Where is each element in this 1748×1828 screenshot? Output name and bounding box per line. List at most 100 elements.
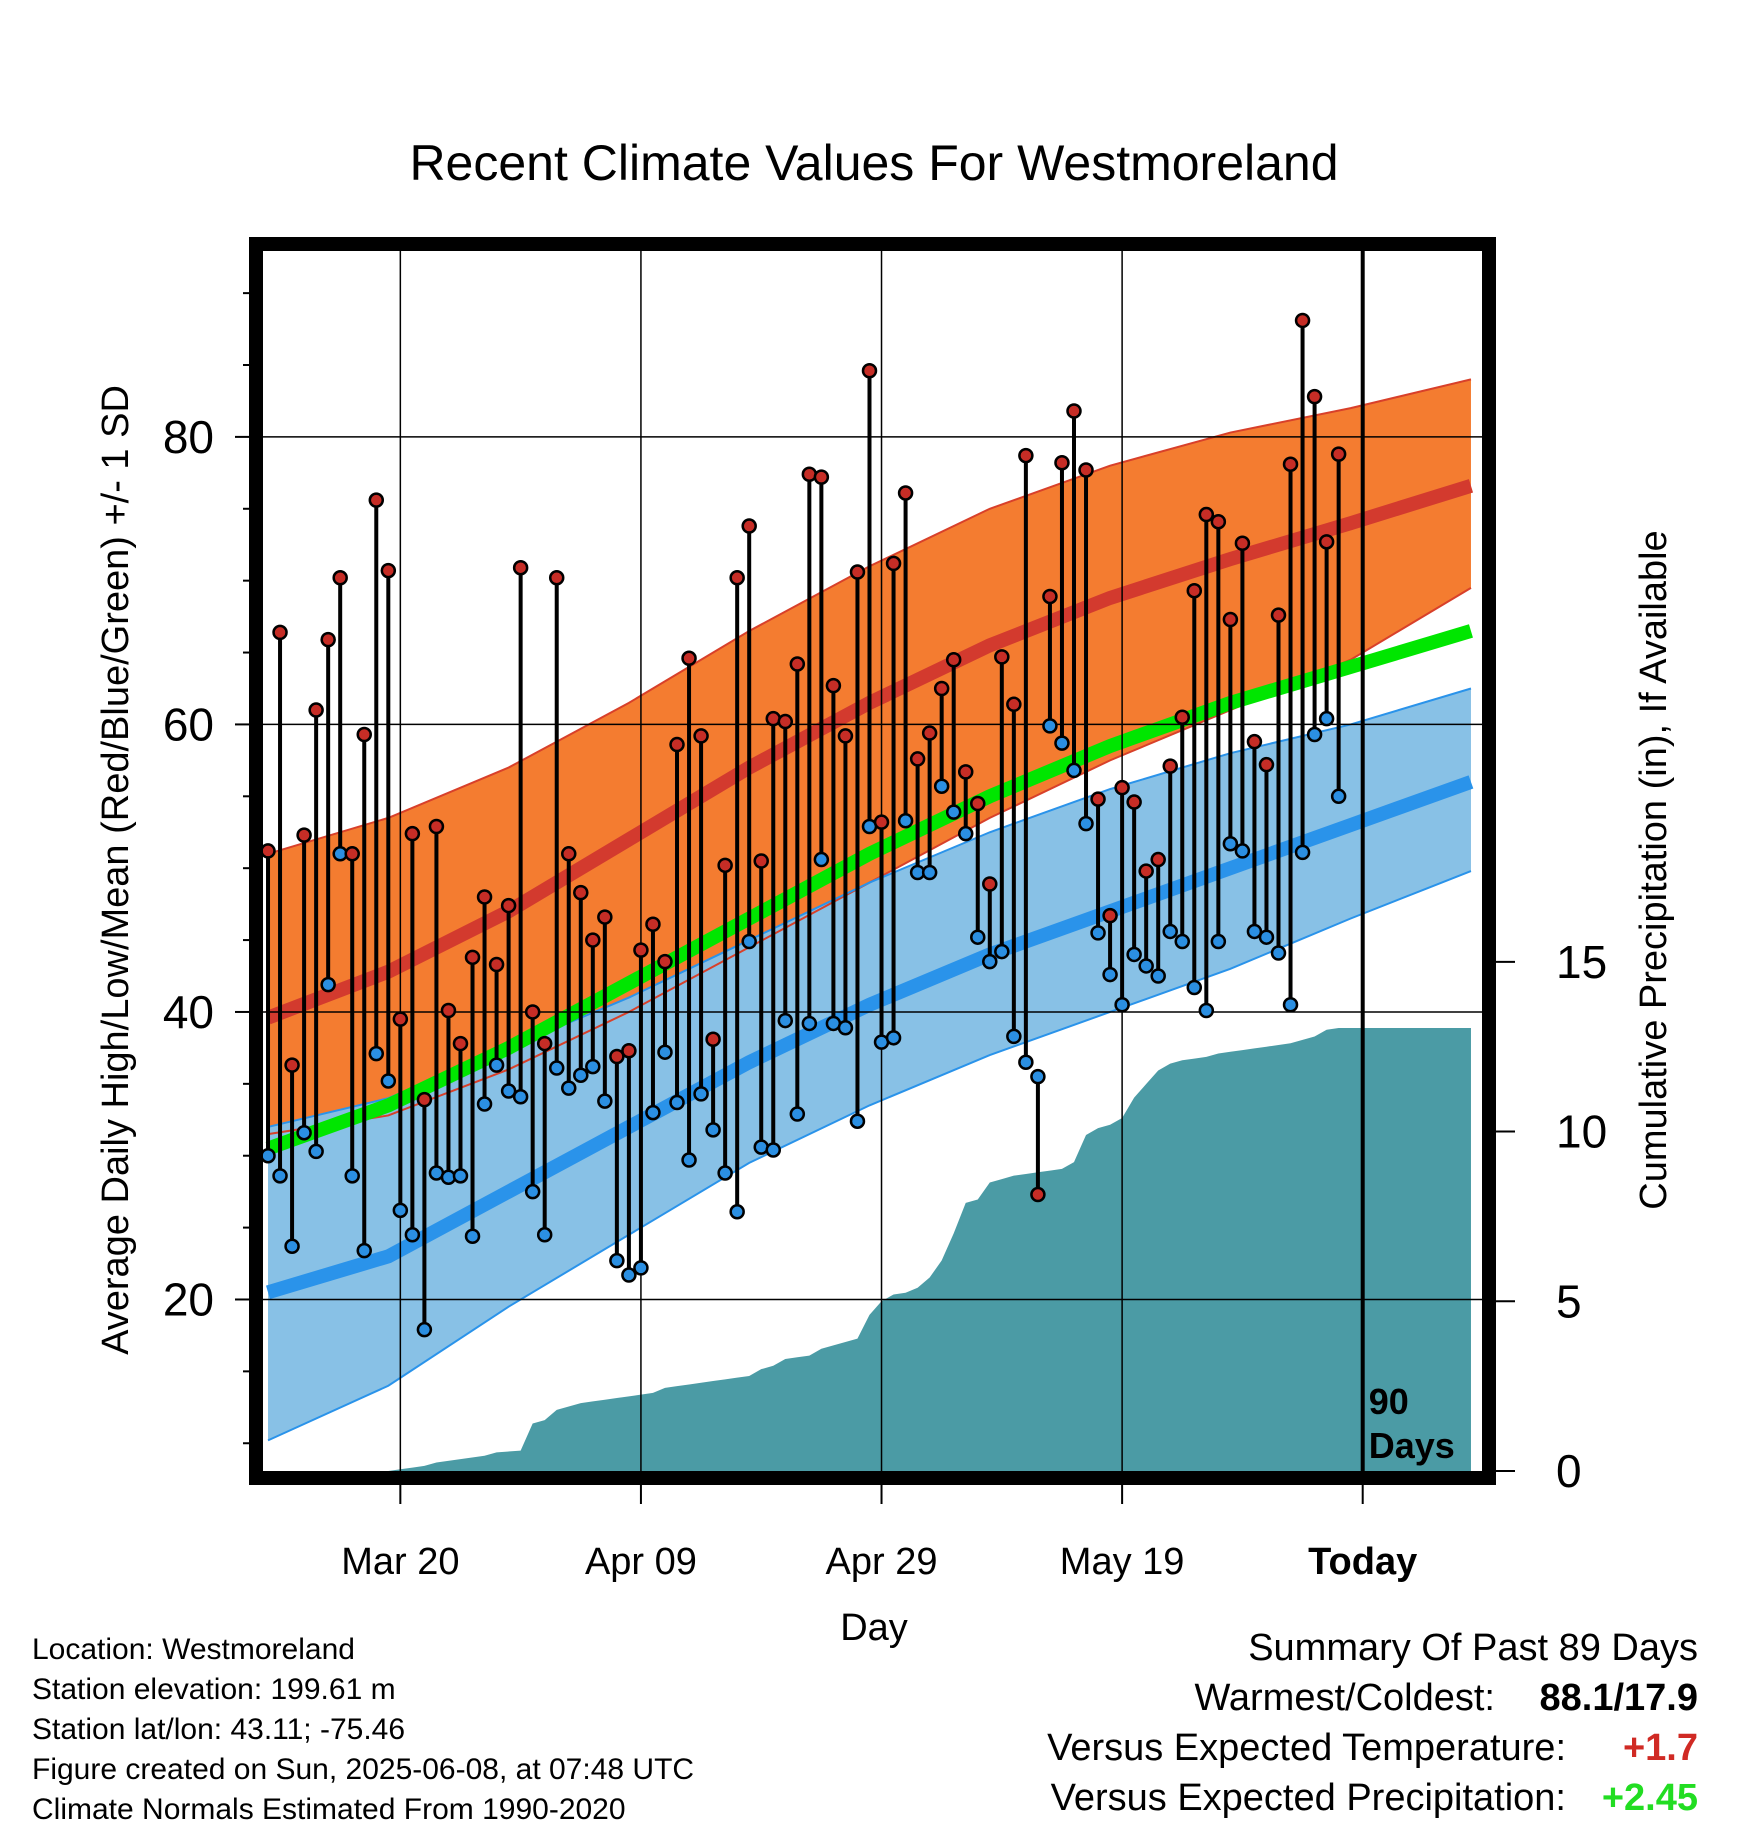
daily-high-point: [1090, 791, 1106, 807]
daily-low-point: [1126, 946, 1142, 963]
daily-high-point: [272, 624, 288, 641]
y-tick-label: 40: [163, 986, 214, 1038]
daily-high-point: [1054, 455, 1070, 471]
daily-high-point: [1282, 456, 1299, 472]
x-tick-label: May 19: [1060, 1541, 1185, 1583]
daily-high-point: [1198, 506, 1215, 523]
daily-high-point: [392, 1011, 409, 1027]
daily-low-point: [1066, 762, 1082, 779]
daily-low-point: [262, 1147, 276, 1164]
daily-high-point: [1102, 907, 1118, 924]
daily-high-point: [813, 469, 830, 485]
plot-content: [262, 250, 1483, 1472]
daily-low-point: [1078, 815, 1094, 832]
daily-low-point: [1018, 1054, 1034, 1071]
daily-high-point: [597, 909, 613, 925]
daily-high-point: [368, 492, 385, 508]
daily-low-point: [1162, 923, 1178, 940]
daily-high-point: [621, 1043, 637, 1059]
summary-temp-label: Versus Expected Temperature:: [1047, 1727, 1566, 1769]
daily-high-point: [729, 570, 745, 586]
daily-high-point: [609, 1048, 625, 1065]
daily-low-point: [416, 1321, 433, 1338]
daily-high-point: [633, 942, 649, 958]
daily-high-point: [284, 1057, 300, 1073]
daily-high-point: [1006, 696, 1022, 713]
daily-low-point: [1006, 1028, 1022, 1045]
daily-high-point: [681, 650, 697, 667]
daily-high-point: [1222, 611, 1239, 628]
daily-high-point: [885, 555, 902, 572]
daily-low-point: [957, 825, 974, 842]
y2-tick-label: 15: [1556, 936, 1607, 988]
daily-high-point: [344, 846, 360, 862]
daily-high-point: [994, 649, 1010, 665]
daily-low-point: [392, 1202, 409, 1219]
daily-low-point: [296, 1124, 312, 1141]
footer-location: Location: Westmoreland: [32, 1633, 355, 1666]
daily-high-point: [1018, 447, 1034, 464]
daily-low-point: [512, 1089, 529, 1105]
daily-high-point: [957, 764, 974, 780]
y2-tick-label: 0: [1556, 1445, 1582, 1497]
daily-high-point: [909, 751, 926, 767]
footer-created: Figure created on Sun, 2025-06-08, at 07…: [32, 1753, 694, 1786]
daily-high-point: [548, 570, 565, 586]
daily-high-point: [476, 889, 493, 905]
daily-high-point: [1078, 462, 1094, 478]
daily-low-point: [452, 1168, 469, 1184]
normal-low-line: [266, 775, 1474, 1300]
daily-low-point: [272, 1168, 288, 1184]
summary-temp-value: +1.7: [1623, 1727, 1698, 1769]
daily-low-point: [500, 1083, 517, 1099]
daily-high-point: [1030, 1186, 1046, 1203]
daily-low-point: [885, 1030, 902, 1046]
summary-heading: Summary Of Past 89 Days: [1248, 1627, 1698, 1669]
daily-high-point: [777, 713, 794, 730]
daily-low-point: [284, 1238, 300, 1255]
daily-high-point: [332, 570, 348, 586]
daily-high-point: [1234, 535, 1251, 552]
daily-high-point: [585, 932, 601, 948]
daily-high-point: [488, 956, 505, 973]
daily-low-point: [669, 1094, 685, 1111]
daily-high-point: [933, 680, 950, 697]
daily-low-point: [1234, 843, 1251, 859]
daily-high-point: [561, 846, 577, 862]
daily-low-point: [1282, 997, 1299, 1013]
daily-low-point: [368, 1045, 385, 1062]
daily-low-point: [1330, 788, 1347, 805]
daily-low-point: [801, 1015, 818, 1032]
daily-high-point: [1270, 607, 1287, 623]
y-tick-label: 80: [163, 411, 214, 463]
daily-low-point: [1306, 726, 1323, 743]
daily-low-point: [356, 1242, 373, 1259]
daily-low-point: [1054, 735, 1070, 751]
daily-low-point: [1138, 958, 1154, 974]
x-tick-label: Today: [1308, 1541, 1417, 1583]
daily-high-point: [428, 818, 445, 835]
daily-high-point: [1186, 582, 1203, 599]
daily-low-point: [945, 804, 962, 820]
daily-high-point: [500, 897, 517, 914]
daily-high-point: [1042, 588, 1058, 605]
today-days-number: 90: [1369, 1381, 1409, 1422]
summary-precip-label: Versus Expected Precipitation:: [1051, 1777, 1566, 1819]
summary-warm-label: Warmest/Coldest:: [1194, 1677, 1495, 1719]
y2-tick-label: 5: [1556, 1275, 1582, 1327]
daily-high-point: [717, 857, 733, 874]
daily-high-point: [982, 876, 998, 892]
daily-low-point: [1198, 1002, 1215, 1019]
daily-high-point: [1162, 758, 1178, 774]
daily-low-point: [1102, 966, 1118, 983]
daily-low-point: [837, 1020, 854, 1036]
daily-high-point: [970, 795, 986, 812]
chart-title: Recent Climate Values For Westmoreland: [409, 135, 1338, 191]
daily-low-point: [897, 812, 914, 829]
daily-low-point: [994, 943, 1010, 960]
daily-low-point: [404, 1227, 421, 1243]
daily-low-point: [1090, 925, 1106, 941]
daily-low-point: [320, 976, 336, 993]
daily-high-point: [262, 843, 276, 859]
